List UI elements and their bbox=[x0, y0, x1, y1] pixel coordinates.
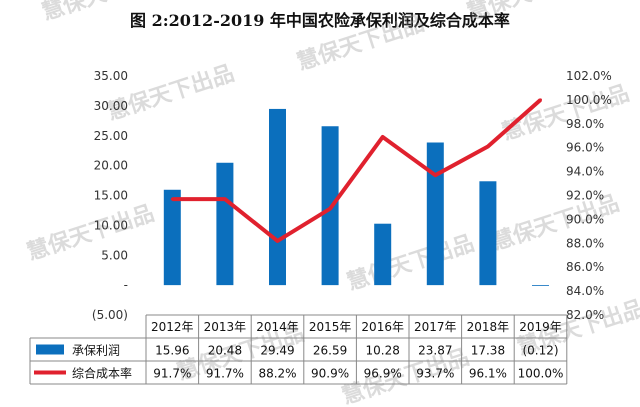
bar-2019年 bbox=[532, 285, 549, 286]
right-axis: 102.0% 100.0% 98.0% 96.0% 94.0% 92.0% 90.0% 88.… bbox=[566, 69, 612, 322]
value-label: 15.96 bbox=[155, 344, 189, 358]
left-tick-label: 30.00 bbox=[94, 99, 128, 113]
category-label: 2012年 bbox=[151, 320, 194, 334]
value-label: 26.59 bbox=[313, 344, 347, 358]
line-point-2019年 bbox=[539, 98, 542, 102]
line-point-2018年 bbox=[486, 145, 490, 149]
category-label: 2013年 bbox=[204, 320, 247, 334]
category-label: 2019年 bbox=[519, 320, 562, 334]
value-label: 10.28 bbox=[366, 344, 400, 358]
right-tick-label: 90.0% bbox=[566, 212, 604, 226]
bar-2016年 bbox=[374, 223, 392, 286]
value-label: 90.9% bbox=[311, 367, 349, 381]
left-tick-label: 15.00 bbox=[94, 189, 128, 203]
bar-2013年 bbox=[216, 162, 234, 286]
line-point-2012年 bbox=[170, 197, 174, 201]
bar-2017年 bbox=[426, 142, 444, 286]
right-tick-label: 82.0% bbox=[566, 308, 604, 322]
bar-2014年 bbox=[269, 108, 286, 286]
value-label: 20.48 bbox=[208, 344, 242, 358]
value-label: 17.38 bbox=[471, 344, 505, 358]
legend-swatch-bar bbox=[36, 344, 64, 355]
line-point-2015年 bbox=[328, 207, 332, 211]
category-label: 2015年 bbox=[309, 320, 352, 334]
value-label: 93.7% bbox=[416, 367, 454, 381]
watermark-text: 慧保天下出品 bbox=[24, 201, 157, 266]
left-tick-label: 20.00 bbox=[94, 159, 128, 173]
legend-label: 综合成本率 bbox=[72, 366, 132, 381]
left-tick-label: - bbox=[124, 278, 128, 292]
value-label: 23.87 bbox=[418, 344, 452, 358]
category-label: 2017年 bbox=[414, 320, 457, 334]
legend-label: 承保利润 bbox=[72, 344, 120, 358]
left-tick-label: (5.00) bbox=[92, 308, 128, 322]
right-tick-label: 98.0% bbox=[566, 117, 604, 131]
watermark-text: 慧保天下出品 bbox=[344, 231, 477, 296]
line-point-2014年 bbox=[276, 239, 279, 243]
line-point-2016年 bbox=[381, 135, 385, 139]
value-label: 91.7% bbox=[153, 367, 191, 381]
right-tick-label: 94.0% bbox=[566, 165, 604, 179]
right-tick-label: 88.0% bbox=[566, 236, 604, 250]
chart-title: 图 2:2012-2019 年中国农险承保利润及综合成本率 bbox=[130, 11, 510, 30]
right-tick-label: 96.0% bbox=[566, 141, 604, 155]
value-label: 96.9% bbox=[364, 367, 402, 381]
category-label: 2014年 bbox=[256, 320, 299, 334]
right-tick-label: 92.0% bbox=[566, 189, 604, 203]
right-tick-label: 86.0% bbox=[566, 260, 604, 274]
left-tick-label: 35.00 bbox=[94, 69, 128, 83]
left-tick-label: 25.00 bbox=[94, 129, 128, 143]
value-label: 91.7% bbox=[206, 367, 244, 381]
value-label: (0.12) bbox=[522, 344, 558, 358]
left-tick-label: 5.00 bbox=[101, 248, 128, 262]
cost-ratio-line bbox=[172, 98, 542, 243]
line-point-2013年 bbox=[223, 197, 227, 201]
value-label: 96.1% bbox=[469, 367, 507, 381]
right-tick-label: 84.0% bbox=[566, 284, 604, 298]
line-point-2017年 bbox=[433, 173, 437, 177]
value-label: 29.49 bbox=[260, 344, 294, 358]
value-label: 100.0% bbox=[518, 367, 564, 381]
left-tick-label: 10.00 bbox=[94, 218, 128, 232]
right-tick-label: 102.0% bbox=[566, 69, 612, 83]
category-label: 2018年 bbox=[467, 320, 510, 334]
left-axis: 35.00 30.00 25.00 20.00 15.00 10.00 5.00 - (5.00… bbox=[92, 69, 128, 322]
bar-2012年 bbox=[163, 189, 181, 286]
bar-2018年 bbox=[479, 181, 497, 286]
watermark-text: 慧保天下出品 bbox=[499, 81, 632, 146]
value-label: 88.2% bbox=[258, 367, 296, 381]
data-table: 2012年 2013年 2014年 2015年 2016年 2017年 2018年 2019年… bbox=[29, 314, 568, 385]
right-tick-label: 100.0% bbox=[566, 93, 612, 107]
category-label: 2016年 bbox=[361, 320, 404, 334]
line-series bbox=[170, 98, 542, 243]
